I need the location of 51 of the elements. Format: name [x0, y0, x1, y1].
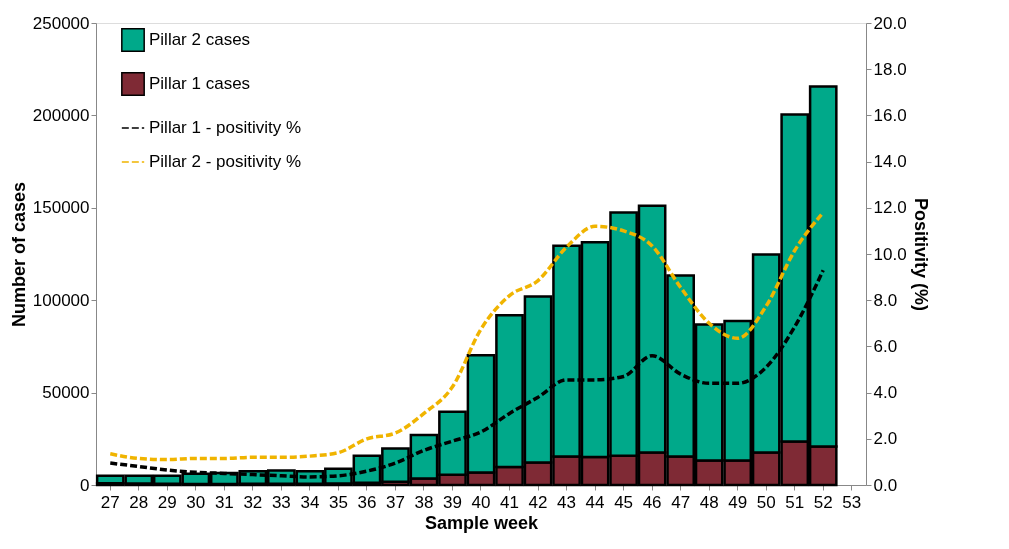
x-tick-label: 40	[471, 492, 491, 512]
y2-tick-label: 2.0	[873, 429, 898, 449]
y2-tick-label: 12.0	[873, 198, 907, 218]
y2-tick-label: 6.0	[873, 336, 898, 356]
y2-tick-label: 18.0	[873, 59, 907, 79]
x-tick-label: 45	[614, 492, 634, 512]
x-tick-label: 29	[157, 492, 177, 512]
x-tick-label: 30	[186, 492, 206, 512]
x-tick-label: 48	[699, 492, 719, 512]
x-tick-label: 46	[642, 492, 662, 512]
y-tick-label: 250000	[32, 13, 90, 33]
legend-label: Pillar 2 - positivity %	[149, 152, 302, 171]
x-tick-label: 36	[357, 492, 377, 512]
x-tick-label: 47	[671, 492, 691, 512]
y-tick-label: 200000	[32, 105, 90, 125]
x-tick-label: 37	[385, 492, 405, 512]
x-tick-label: 52	[813, 492, 833, 512]
x-tick-label: 32	[243, 492, 263, 512]
x-tick-label: 43	[557, 492, 577, 512]
x-axis-title: Sample week	[424, 512, 540, 533]
legend-label: Pillar 1 cases	[149, 74, 251, 93]
x-tick-label: 44	[585, 492, 605, 512]
y-tick-label: 150000	[32, 198, 90, 218]
x-tick-label: 34	[300, 492, 320, 512]
x-tick-label: 50	[756, 492, 776, 512]
y-tick-label: 100000	[32, 290, 90, 310]
y2-tick-label: 8.0	[873, 290, 898, 310]
y2-tick-label: 10.0	[873, 244, 907, 264]
x-tick-label: 41	[500, 492, 519, 512]
x-tick-label: 28	[129, 492, 149, 512]
y2-tick-label: 4.0	[873, 383, 898, 403]
x-tick-label: 35	[328, 492, 348, 512]
y2-axis-title: Positivity (%)	[910, 197, 931, 312]
x-tick-label: 42	[528, 492, 548, 512]
x-tick-label: 31	[214, 492, 234, 512]
y2-tick-label: 16.0	[873, 105, 907, 125]
y-tick-label: 50000	[42, 383, 90, 403]
x-tick-label: 38	[414, 492, 434, 512]
legend-label: Pillar 1 - positivity %	[149, 118, 302, 137]
x-tick-label: 49	[728, 492, 748, 512]
x-tick-label: 51	[785, 492, 805, 512]
y2-tick-label: 14.0	[873, 152, 907, 172]
x-tick-label: 27	[100, 492, 120, 512]
x-tick-label: 39	[443, 492, 462, 512]
y2-tick-label: 0.0	[873, 475, 898, 495]
y-axis-title: Number of cases	[8, 181, 29, 328]
legend-label: Pillar 2 cases	[149, 30, 251, 49]
x-tick-label: 53	[842, 492, 862, 512]
x-tick-label: 33	[271, 492, 291, 512]
y-tick-label: 0	[80, 475, 90, 495]
y2-tick-label: 20.0	[873, 13, 907, 33]
